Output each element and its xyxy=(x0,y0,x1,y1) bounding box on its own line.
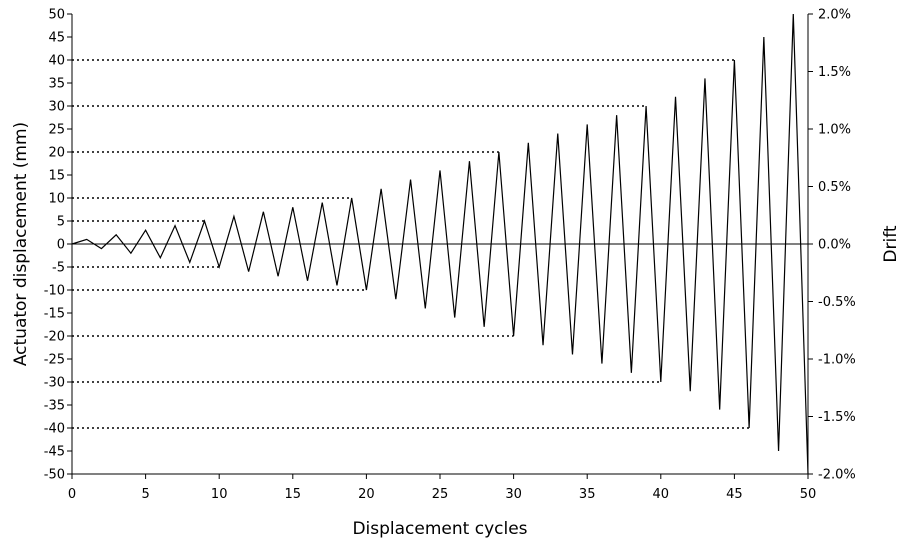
y-tick-label: 30 xyxy=(48,100,65,115)
y-tick-label: 40 xyxy=(48,54,65,69)
x-tick-label: 25 xyxy=(432,487,449,502)
y-tick-label: -20 xyxy=(44,330,65,345)
y2-tick-label: -2.0% xyxy=(818,468,856,483)
y-ticks: 50454035302520151050-5-10-15-20-25-30-35… xyxy=(44,8,72,483)
x-tick-label: 40 xyxy=(653,487,670,502)
y-tick-label: 45 xyxy=(48,31,65,46)
y2-tick-label: -0.5% xyxy=(818,295,856,310)
x-tick-label: 5 xyxy=(141,487,149,502)
reference-lines xyxy=(72,59,750,429)
y2-tick-label: 1.5% xyxy=(818,65,851,80)
y-tick-label: 50 xyxy=(48,8,65,23)
x-tick-label: 0 xyxy=(68,487,76,502)
y-tick-label: 35 xyxy=(48,77,65,92)
y-tick-label: -10 xyxy=(44,284,65,299)
y2-tick-label: -1.0% xyxy=(818,353,856,368)
y-tick-label: -25 xyxy=(44,353,65,368)
y-tick-label: -5 xyxy=(52,261,65,276)
x-tick-label: 50 xyxy=(800,487,817,502)
y-tick-label: -40 xyxy=(44,422,65,437)
x-tick-label: 45 xyxy=(726,487,743,502)
y-tick-label: -35 xyxy=(44,399,65,414)
y2-tick-label: -1.5% xyxy=(818,410,856,425)
x-axis-label: Displacement cycles xyxy=(352,519,527,539)
y-tick-label: -30 xyxy=(44,376,65,391)
x-ticks: 0 5 10 15 20 25 30 35 40 45 50 xyxy=(68,474,816,502)
y2-ticks: 2.0% 1.5% 1.0% 0.5% 0.0% -0.5% -1.0% -1.5% -2.0% xyxy=(808,8,856,483)
y2-tick-label: 0.0% xyxy=(818,238,851,253)
x-tick-label: 30 xyxy=(505,487,522,502)
x-tick-label: 20 xyxy=(358,487,375,502)
y-axis-label: Actuator displacement (mm) xyxy=(11,122,31,366)
series-line xyxy=(71,13,809,475)
y2-tick-label: 1.0% xyxy=(818,123,851,138)
y-tick-label: -15 xyxy=(44,307,65,322)
y2-tick-label: 2.0% xyxy=(818,8,851,23)
x-tick-label: 15 xyxy=(285,487,302,502)
series-layer xyxy=(71,13,809,475)
y-tick-label: 5 xyxy=(57,215,65,230)
y-tick-label: -45 xyxy=(44,445,65,460)
y-tick-label: -50 xyxy=(44,468,65,483)
y-tick-label: 25 xyxy=(48,123,65,138)
y-tick-label: 0 xyxy=(57,238,65,253)
y2-tick-label: 0.5% xyxy=(818,180,851,195)
x-tick-label: 10 xyxy=(211,487,228,502)
y-tick-label: 20 xyxy=(48,146,65,161)
y-tick-label: 10 xyxy=(48,192,65,207)
y-tick-label: 15 xyxy=(48,169,65,184)
y2-axis-label: Drift xyxy=(881,225,899,262)
x-tick-label: 35 xyxy=(579,487,596,502)
